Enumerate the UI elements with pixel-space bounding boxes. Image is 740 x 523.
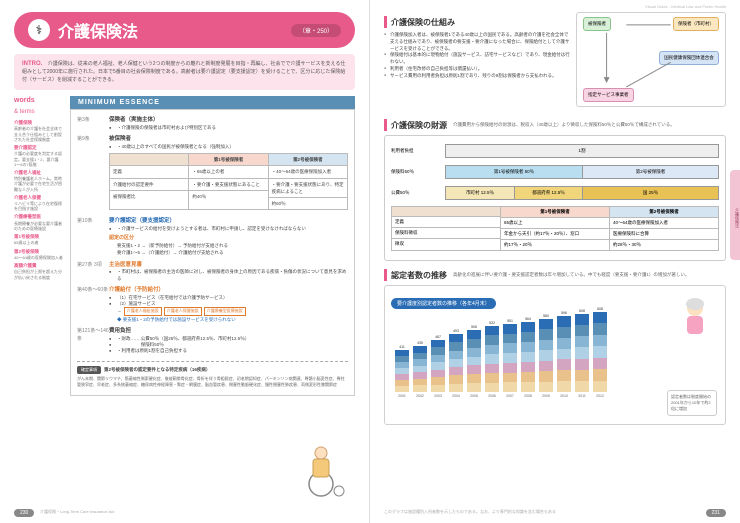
insured-table: 定義介護給付の認定要件被保険者比 第1号被保険者・65歳以上の者・要介護・要支援… (109, 153, 348, 210)
running-head: Visual Guide - Medical Law and Public He… (645, 4, 726, 9)
essence-body: 第3条保険者（実施主体）・介護保険の保険者は市町村および特別区である第9条被保険… (70, 109, 355, 396)
bullet: 保険給付は基本的に現物給付（施設サービス、訪宅サービスなど）であり、現金給付は行… (384, 52, 570, 66)
essence-heading: MINIMUM ESSENCE (70, 96, 355, 109)
intro-text: 介護保険は、従来の老人福祉、老人保健という2つの制度からの離れと新制度発展を目指… (22, 61, 345, 83)
bar-chart: 4112001 4352002 4672003 4932004 5062005 53220… (391, 313, 719, 398)
words-terms-sidebar: words & terms 介護保険高齢者の介護を社会全体で支え合う仕組みとして… (14, 96, 64, 396)
intro-box: INTRO. 介護保険は、従来の老人福祉、老人保健という2つの制度からの離れと新… (14, 54, 355, 90)
term-def: 介護の必要度を判定する認定。要支援1・2、要介護1〜5の7段階 (14, 151, 64, 167)
right-page: Visual Guide - Medical Law and Public He… (370, 0, 740, 523)
footer-left: 介護保険・Long-Term Care Insurance Act (40, 509, 114, 515)
page-number-left: 230 (14, 509, 34, 517)
sidebar-title2: & terms (14, 108, 64, 116)
section3-title: 認定者数の推移 (391, 270, 447, 281)
term-def: 特別養護老人ホーム。常時介護が必要で在宅生活が困難な人が入所 (14, 176, 64, 192)
bar: 5642008 (521, 317, 535, 398)
section3-head: 認定者数の推移 高齢化の進展に伴い要介護・要支援認定者数は年々増加している。中で… (384, 269, 726, 281)
finance-diagram: 利用者負担1割保険料50％第1号被保険者 50％第2号被保険者公費50％市町村 … (384, 135, 726, 261)
header-icon: ⚕ (28, 19, 50, 41)
section2-title: 介護保険の財源 (391, 120, 447, 131)
section-bar-icon (384, 119, 387, 131)
term-def: 40〜64歳の医療保険加入者 (14, 255, 64, 260)
certification-chart: 要介護度別認定者数の推移（各年4月末） 4112001 4352002 467200… (384, 285, 726, 425)
term-def: 長期療養が必要な要介護者のための医療施設 (14, 221, 64, 231)
bullet: 介護保険加入者は、被保険者1である40歳以上の国民である。高齢者の介護を社会全体… (384, 32, 570, 52)
note-box: 確定事項第2号被保険者の認定要件となる特定疾病（16疾病）がん末期、関節リウマチ… (77, 361, 348, 389)
intro-label: INTRO. (22, 61, 42, 67)
edge-tab: 介護保険法 (730, 170, 740, 260)
section1-head: 介護保険の仕組み (384, 16, 570, 28)
page-number-right: 231 (706, 509, 726, 517)
term-def: 高齢者の介護を社会全体で支え合う仕組みとして創設された社会保険制度 (14, 126, 64, 142)
bar: 5802009 (539, 314, 553, 398)
chapter-sub: （章・250） (291, 24, 341, 37)
page-spread: ⚕ 介護保険法 （章・250） INTRO. 介護保険は、従来の老人福祉、老人保… (0, 0, 740, 523)
left-page: ⚕ 介護保険法 （章・250） INTRO. 介護保険は、従来の老人福祉、老人保… (0, 0, 370, 523)
wheelchair-illustration (291, 439, 351, 499)
bar: 4112001 (395, 345, 409, 398)
term-def: 自己負担が上限を超えた分が払い戻される制度 (14, 269, 64, 279)
sidebar-title: words (14, 96, 64, 106)
article-row: 第3条保険者（実施主体）・介護保険の保険者は市町村および特別区である (77, 116, 348, 131)
bar: 6082011 (575, 309, 589, 398)
section1-bullets: 介護保険加入者は、被保険者1である40歳以上の国民である。高齢者の介護を社会全体… (384, 32, 570, 79)
chapter-title: 介護保険法 (58, 18, 291, 42)
bar: 4932004 (449, 329, 463, 398)
article-row: 第40条〜60条介護給付（予防給付）（1）在宅サービス（在宅給付では介護予防サー… (77, 286, 348, 323)
bar: 5062005 (467, 325, 481, 398)
section2-head: 介護保険の財源 介護費用から保険給付の財源は、税収入（40歳以上）より徴収した保… (384, 119, 726, 131)
bullet: 利用者（住宅改修の自己負担等は償還払い）。 (384, 66, 570, 73)
article-row: 第27条 3項主治医意見書・市町村は、被保険者の主治の医師に対し、被保険者の身体… (77, 261, 348, 282)
article-row: 第121条〜146条費用負担・財政…… 公費50％（国25％、都道府県12.5％… (77, 327, 348, 355)
section-bar-icon (384, 269, 387, 281)
section3-note: 高齢化の進展に伴い要介護・要支援認定者数は年々増加している。中でも軽度（要支援・… (453, 272, 689, 278)
footer-right: このグラフは施設種別入所者数を示したものである。なお、より専門的な知識を含む場合… (384, 509, 664, 515)
bar: 6082012 (593, 307, 607, 398)
bar: 4672003 (431, 335, 445, 398)
chart-title: 要介護度別認定者数の推移（各年4月末） (391, 298, 496, 309)
article-row: 第10条要介護認定（要支援認定）・介護サービスの給付を受けようとする者は、市町村… (77, 217, 348, 256)
article-row: 第9条被保険者・40歳以上のすべての国民が被保険者となる（強制加入） 定義介護給… (77, 135, 348, 213)
term-def: リハビリ等により在宅復帰を目指す施設 (14, 201, 64, 211)
section-bar-icon (384, 16, 387, 28)
finance-table: 定義保険料徴収徴収 第1号被保険者65歳以上年金から天引（約17％・20％）、窓… (391, 206, 719, 251)
chart-side-note: 認定者数は制度開始の2001年から10年で約2倍に増加 (667, 390, 717, 416)
main-column: MINIMUM ESSENCE 第3条保険者（実施主体）・介護保険の保険者は市町… (70, 96, 355, 396)
elderly-illustration (673, 294, 717, 338)
bar: 5962010 (557, 311, 571, 398)
bar: 4352002 (413, 341, 427, 398)
section1-title: 介護保険の仕組み (391, 17, 455, 28)
section2-note: 介護費用から保険給付の財源は、税収入（40歳以上）より徴収した保険料50％と公費… (453, 122, 675, 128)
system-diagram: 被保険者 保険者（市町村） 指定サービス事業者 国民健康保険団体連合会 (576, 12, 726, 107)
bullet: サービス費用の利用者負担は原則1割であり、残りの9割は保険者から支払われる。 (384, 73, 570, 80)
term-def: 65歳以上の者 (14, 240, 64, 245)
bar: 5322006 (485, 321, 499, 398)
chapter-header: ⚕ 介護保険法 （章・250） (14, 12, 355, 48)
bar: 5512007 (503, 319, 517, 398)
